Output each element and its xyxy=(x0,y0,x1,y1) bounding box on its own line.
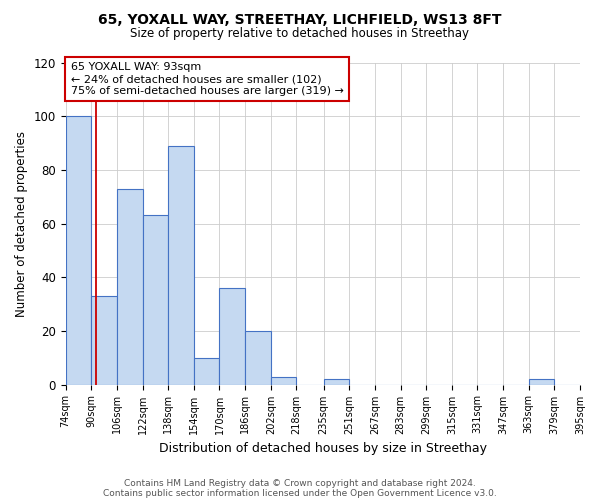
Y-axis label: Number of detached properties: Number of detached properties xyxy=(15,130,28,316)
Bar xyxy=(91,296,117,384)
Text: Size of property relative to detached houses in Streethay: Size of property relative to detached ho… xyxy=(131,28,470,40)
Bar xyxy=(323,379,349,384)
Bar xyxy=(271,376,296,384)
Bar xyxy=(117,188,143,384)
Text: 65, YOXALL WAY, STREETHAY, LICHFIELD, WS13 8FT: 65, YOXALL WAY, STREETHAY, LICHFIELD, WS… xyxy=(98,12,502,26)
Bar xyxy=(529,379,554,384)
Bar xyxy=(143,216,168,384)
Bar xyxy=(245,331,271,384)
Text: Contains public sector information licensed under the Open Government Licence v3: Contains public sector information licen… xyxy=(103,488,497,498)
Bar xyxy=(220,288,245,384)
Bar xyxy=(194,358,220,384)
Bar xyxy=(65,116,91,384)
Text: 65 YOXALL WAY: 93sqm
← 24% of detached houses are smaller (102)
75% of semi-deta: 65 YOXALL WAY: 93sqm ← 24% of detached h… xyxy=(71,62,344,96)
Text: Contains HM Land Registry data © Crown copyright and database right 2024.: Contains HM Land Registry data © Crown c… xyxy=(124,478,476,488)
X-axis label: Distribution of detached houses by size in Streethay: Distribution of detached houses by size … xyxy=(159,442,487,455)
Bar xyxy=(168,146,194,384)
